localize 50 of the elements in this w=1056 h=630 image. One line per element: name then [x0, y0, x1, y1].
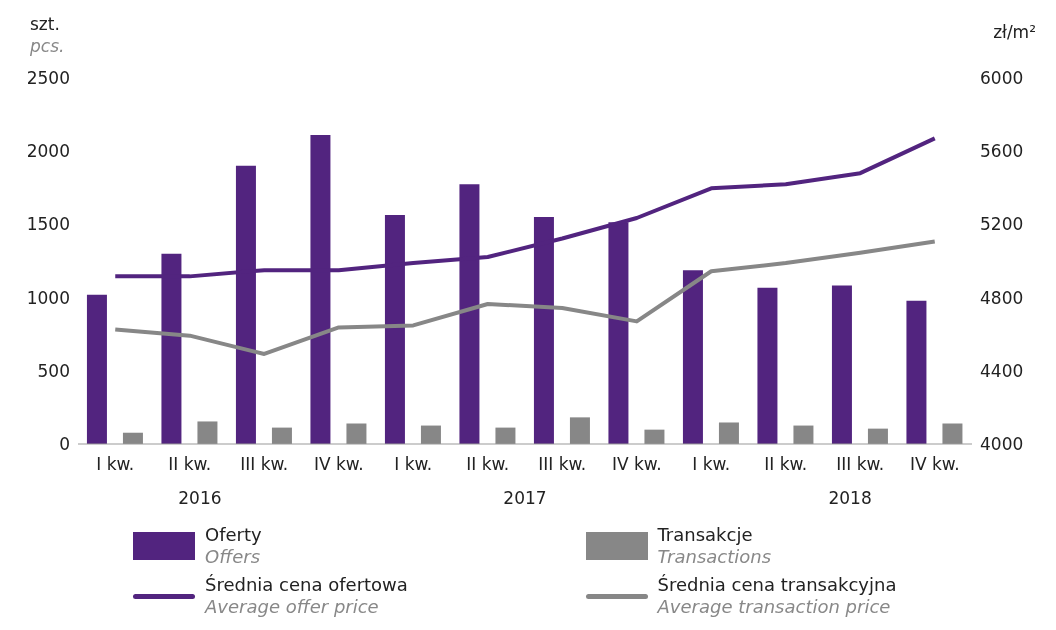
x-tick-label: I kw. — [394, 454, 433, 475]
bar — [793, 425, 814, 444]
bar — [495, 427, 516, 444]
y-tick-label: 500 — [37, 360, 70, 381]
x-tick-label: IV kw. — [909, 454, 960, 475]
x-tick-label: IV kw. — [313, 454, 364, 475]
bar — [420, 425, 441, 444]
y2-tick-label: 4400 — [980, 360, 1024, 381]
y-tick-label: 2500 — [26, 68, 70, 89]
y2-tick-label: 5600 — [980, 141, 1024, 162]
text: 2016 — [178, 488, 222, 509]
bar — [197, 421, 218, 444]
bar — [569, 417, 590, 444]
bar — [867, 428, 888, 444]
x-tick-label: II kw. — [168, 454, 212, 475]
bar — [757, 287, 778, 444]
legend-label: Średnia cena transakcyjna Average transaction price — [657, 574, 897, 618]
x-tick-label: III kw. — [240, 454, 289, 475]
x-tick-label: III kw. — [538, 454, 587, 475]
y-tick-label: 0 — [59, 434, 70, 455]
y2-tick-label: 4800 — [980, 287, 1024, 308]
line-series — [113, 239, 937, 356]
y2-axis-title: zł/m² — [993, 22, 1036, 42]
bar — [942, 423, 963, 444]
y2-tick-label: 5200 — [980, 214, 1024, 235]
x-tick-label: III kw. — [836, 454, 885, 475]
bar — [718, 422, 739, 444]
x-tick-label: II kw. — [764, 454, 808, 475]
x-tick-label: I kw. — [692, 454, 731, 475]
legend-label: Oferty Offers — [205, 524, 262, 568]
bar — [682, 270, 703, 444]
text: 2017 — [503, 488, 547, 509]
bar — [271, 427, 292, 444]
y-axis-title: szt. pcs. — [29, 14, 65, 56]
x-tick-label: IV kw. — [611, 454, 662, 475]
y-tick-label: 1000 — [26, 287, 70, 308]
y-tick-label: 1500 — [26, 214, 70, 235]
y2-tick-label: 4000 — [980, 434, 1024, 455]
bar — [906, 300, 927, 444]
legend-label: Transakcje Transactions — [657, 524, 772, 568]
y-tick-label: 2000 — [26, 141, 70, 162]
bar — [831, 285, 852, 444]
x-tick-label: I kw. — [96, 454, 135, 475]
legend-label: Średnia cena ofertowa Average offer price — [205, 574, 408, 618]
bar — [86, 294, 107, 444]
bar — [346, 423, 367, 444]
text: 2018 — [828, 488, 872, 509]
y2-tick-label: 6000 — [980, 68, 1024, 89]
bar — [644, 429, 665, 444]
x-tick-label: II kw. — [466, 454, 510, 475]
